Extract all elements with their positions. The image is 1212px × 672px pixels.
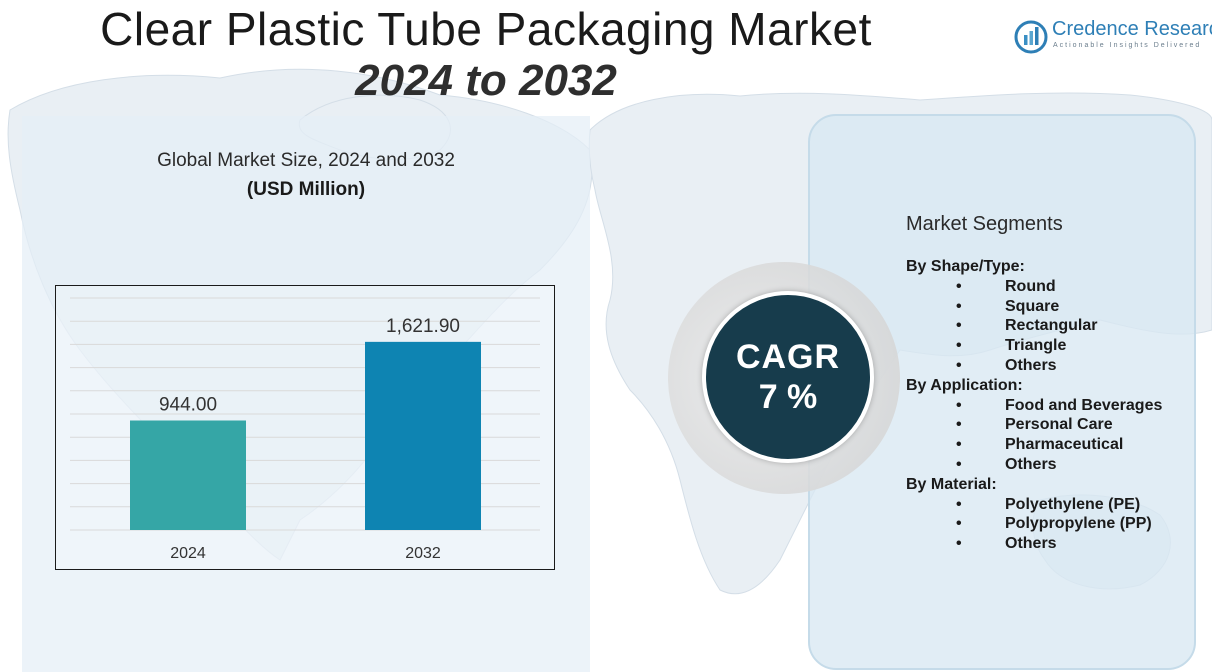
segment-item: • Polyethylene (PE): [906, 495, 1206, 515]
segment-item: • Others: [906, 356, 1206, 376]
brand-tagline: Actionable Insights Delivered: [1053, 42, 1202, 49]
cagr-badge: [702, 291, 874, 463]
chart-panel: [22, 116, 590, 672]
x-tick-label: 2032: [405, 545, 441, 562]
segment-item-label: Square: [1005, 297, 1060, 315]
bullet-icon: •: [956, 515, 962, 533]
segment-item: • Pharmaceutical: [906, 435, 1206, 455]
segment-item: • Personal Care: [906, 415, 1206, 435]
segments-list: By Shape/Type: • Round • Square • Rectangular •…: [906, 257, 1206, 554]
segment-item-label: Triangle: [1005, 337, 1067, 355]
segment-item: • Rectangular: [906, 316, 1206, 336]
bullet-icon: •: [956, 317, 962, 335]
bullet-icon: •: [956, 297, 962, 315]
segment-item-label: Food and Beverages: [1005, 396, 1163, 414]
chart-unit-label: (USD Million): [246, 179, 366, 200]
chart-title: Global Market Size, 2024 and 2032: [157, 150, 455, 171]
segment-item-label: Rectangular: [1005, 317, 1098, 335]
bullet-icon: •: [956, 396, 962, 414]
segment-item-label: Others: [1005, 535, 1057, 553]
bar-chart-canvas: 944.00 2024 1,621.90 2032: [70, 297, 540, 562]
page-title: Clear Plastic Tube Packaging Market: [100, 3, 872, 55]
bullet-icon: •: [956, 455, 962, 473]
page-subtitle: 2024 to 2032: [355, 56, 617, 105]
bullet-icon: •: [956, 495, 962, 513]
bar-2024: [130, 420, 246, 530]
segment-item: • Round: [906, 277, 1206, 297]
credence-logo-icon: [1014, 20, 1048, 54]
brand-name: Credence Research: [1052, 18, 1212, 40]
cagr-label: CAGR: [735, 338, 841, 376]
segment-item: • Food and Beverages: [906, 396, 1206, 416]
segment-item-label: Polyethylene (PE): [1005, 495, 1141, 513]
segment-item-label: Pharmaceutical: [1005, 436, 1124, 454]
bullet-icon: •: [956, 436, 962, 454]
bullet-icon: •: [956, 416, 962, 434]
segments-title: Market Segments: [906, 213, 1063, 235]
segment-item: • Polypropylene (PP): [906, 514, 1206, 534]
cagr-value: 7 %: [758, 378, 818, 416]
segment-item: • Triangle: [906, 336, 1206, 356]
segment-heading: By Application:: [906, 376, 1023, 394]
segment-item-label: Round: [1005, 277, 1056, 295]
bullet-icon: •: [956, 277, 962, 295]
bar-value-label: 944.00: [159, 394, 217, 415]
segment-heading: By Material:: [906, 475, 997, 493]
segment-item-label: Others: [1005, 455, 1057, 473]
segment-item: • Others: [906, 455, 1206, 475]
bar-2032: [365, 341, 481, 530]
segment-item-label: Personal Care: [1005, 416, 1113, 434]
bullet-icon: •: [956, 356, 962, 374]
bullet-icon: •: [956, 535, 962, 553]
segment-item: • Square: [906, 297, 1206, 317]
segment-heading: By Shape/Type:: [906, 258, 1025, 275]
brand-logo[interactable]: Credence Research Actionable Insights De…: [1014, 16, 1212, 60]
x-tick-label: 2024: [170, 545, 206, 562]
bar-value-label: 1,621.90: [386, 316, 460, 337]
bar-chart: 944.00 2024 1,621.90 2032: [55, 285, 555, 570]
segment-item-label: Others: [1005, 356, 1057, 374]
segment-item: • Others: [906, 534, 1206, 554]
segment-item-label: Polypropylene (PP): [1005, 515, 1152, 533]
bullet-icon: •: [956, 337, 962, 355]
